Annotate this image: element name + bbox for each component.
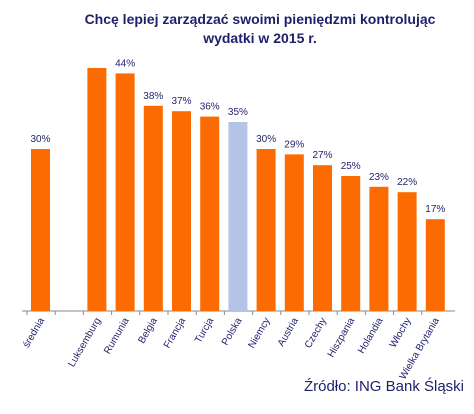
data-label: 17%: [425, 204, 445, 215]
bar-luksemburg: [87, 68, 107, 311]
bar-wielka-brytania: [425, 219, 445, 311]
source-note: Źródło: ING Bank Śląski: [303, 378, 464, 395]
bar-niemcy: [256, 149, 276, 311]
data-label: 36%: [200, 102, 220, 113]
x-tick-label: Czechy: [303, 316, 329, 350]
data-label: 23%: [369, 172, 389, 183]
data-label: 29%: [284, 139, 304, 150]
bar-francja: [172, 111, 191, 311]
data-label: 30%: [30, 134, 50, 145]
data-label: 30%: [256, 134, 276, 145]
x-tick-label: średnia: [21, 316, 47, 350]
x-tick-label: Turcja: [193, 316, 216, 346]
x-tick-label: Austria: [276, 316, 301, 349]
bar-średnia: [31, 149, 50, 311]
bar-hiszpania: [341, 176, 361, 311]
x-tick-label: Polska: [220, 316, 245, 348]
bar-austria: [284, 154, 304, 311]
x-tick-label: Luksemburg: [66, 316, 103, 369]
x-tick-label: Rumunia: [102, 316, 132, 357]
bar-czechy: [313, 165, 332, 311]
data-label: 38%: [143, 91, 163, 102]
data-label: 37%: [171, 96, 191, 107]
bar-belgia: [143, 105, 163, 311]
data-label: 44%: [115, 58, 135, 69]
bar-holandia: [369, 186, 389, 311]
data-label: 25%: [341, 161, 361, 172]
bar-włochy: [397, 192, 417, 311]
bar-polska: [228, 122, 248, 311]
data-label: 27%: [312, 150, 332, 161]
bar-turcja: [200, 116, 220, 311]
x-tick-label: Belgia: [136, 316, 160, 346]
chart-title: Chcę lepiej zarządzać swoimi pieniędzmi …: [84, 11, 436, 46]
x-tick-label: Holandia: [356, 316, 385, 356]
x-tick-label: Francja: [162, 316, 188, 351]
data-label: 22%: [397, 177, 417, 188]
x-tick-label: Hiszpania: [326, 316, 358, 360]
x-tick-label: Włochy: [388, 316, 414, 350]
data-label: 35%: [228, 107, 248, 118]
x-tick-label: Niemcy: [246, 316, 272, 350]
bar-rumunia: [115, 73, 135, 312]
